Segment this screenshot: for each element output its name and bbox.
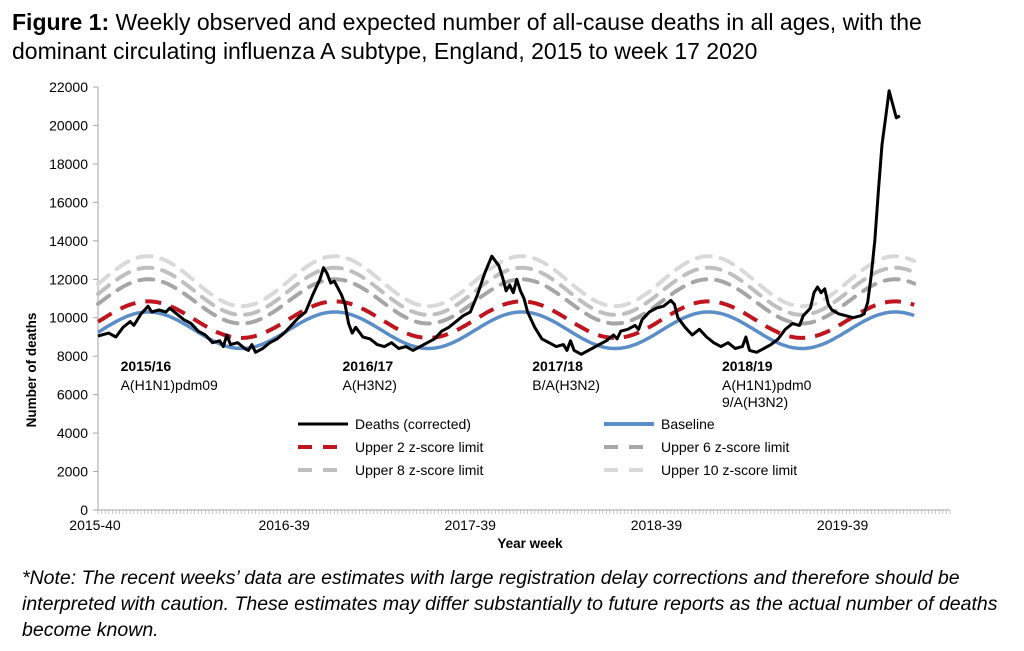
legend-item-upper8: Upper 8 z-score limit <box>298 462 483 478</box>
x-axis-title: Year week <box>497 536 563 551</box>
legend-item-deaths: Deaths (corrected) <box>298 416 471 432</box>
series-upper-10-zscore <box>96 254 917 309</box>
y-tick-label: 8000 <box>57 348 88 364</box>
x-tick-label: 2018-39 <box>631 517 683 533</box>
legend-item-upper6: Upper 6 z-score limit <box>604 439 789 455</box>
y-tick-label: 0 <box>80 502 88 518</box>
season-label: 2017/18 <box>532 358 583 374</box>
season-subtype-label: A(H1N1)pdm0 <box>722 377 812 393</box>
legend-label: Upper 6 z-score limit <box>661 439 789 455</box>
legend-label: Baseline <box>661 416 715 432</box>
y-tick-label: 18000 <box>49 156 88 172</box>
legend-item-upper10: Upper 10 z-score limit <box>604 462 797 478</box>
series-deaths-corrected <box>97 89 901 356</box>
season-subtype-label: B/A(H3N2) <box>532 377 600 393</box>
series-upper-6-zscore <box>96 277 917 326</box>
y-tick-label: 2000 <box>57 464 88 480</box>
x-tick-label: 2015-40 <box>69 517 121 533</box>
y-tick-label: 6000 <box>57 387 88 403</box>
axes: 0 2000 4000 6000 8000 10000 12000 14000 16000 180… <box>49 79 951 533</box>
legend-label: Deaths (corrected) <box>355 416 471 432</box>
y-tick-label: 14000 <box>49 233 88 249</box>
season-subtype-label: 9/A(H3N2) <box>722 394 788 410</box>
y-tick-label: 4000 <box>57 425 88 441</box>
legend-label: Upper 2 z-score limit <box>355 439 483 455</box>
figure-title-text: Weekly observed and expected number of a… <box>12 9 922 64</box>
season-subtype-label: A(H1N1)pdm09 <box>121 377 218 393</box>
legend: Deaths (corrected) Baseline Upper 2 z-scor… <box>298 416 797 478</box>
season-subtype-label: A(H3N2) <box>343 377 397 393</box>
season-label: 2016/17 <box>343 358 394 374</box>
figure-title: Figure 1: Weekly observed and expected n… <box>12 8 1017 66</box>
x-tick-label: 2019-39 <box>817 517 869 533</box>
legend-item-upper2: Upper 2 z-score limit <box>298 439 483 455</box>
legend-label: Upper 10 z-score limit <box>661 462 797 478</box>
series-layer <box>96 89 917 356</box>
chart: Number of deaths Year week 0 2000 4000 6000… <box>24 79 951 551</box>
legend-label: Upper 8 z-score limit <box>355 462 483 478</box>
y-axis-title-group: Number of deaths <box>24 313 39 428</box>
y-tick-label: 10000 <box>49 310 88 326</box>
season-annotations: 2015/16 A(H1N1)pdm09 2016/17 A(H3N2) 2017/18… <box>121 358 812 410</box>
series-baseline <box>97 310 915 351</box>
y-axis-title: Number of deaths <box>24 313 39 428</box>
y-tick-label: 20000 <box>49 117 88 133</box>
y-tick-label: 16000 <box>49 194 88 210</box>
x-tick-label: 2017-39 <box>445 517 497 533</box>
y-tick-label: 12000 <box>49 271 88 287</box>
series-upper-2-zscore <box>97 299 915 340</box>
legend-item-baseline: Baseline <box>604 416 715 432</box>
season-label: 2015/16 <box>121 358 172 374</box>
y-tick-label: 22000 <box>49 79 88 95</box>
footnote: *Note: The recent weeks’ data are estima… <box>22 567 998 641</box>
season-label: 2018/19 <box>722 358 773 374</box>
figure-label: Figure 1: <box>12 9 110 35</box>
series-upper-8-zscore <box>96 265 917 317</box>
x-tick-label: 2016-39 <box>258 517 310 533</box>
